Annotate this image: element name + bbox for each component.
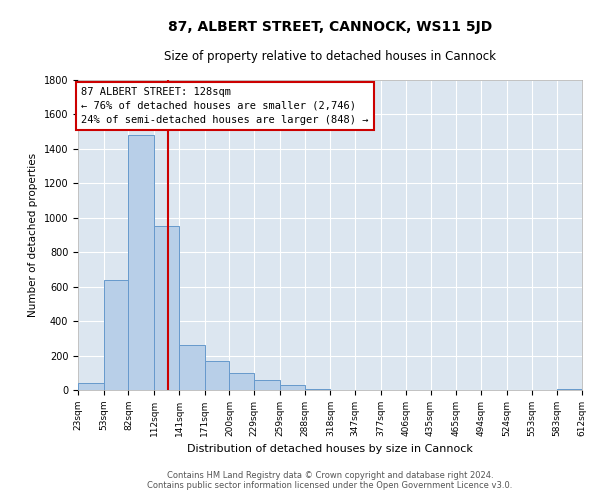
Bar xyxy=(229,373,254,390)
Bar xyxy=(557,389,582,390)
Bar xyxy=(280,385,305,390)
Bar xyxy=(104,280,128,390)
Bar xyxy=(254,380,280,390)
Bar xyxy=(179,345,205,390)
Bar xyxy=(78,383,104,390)
X-axis label: Distribution of detached houses by size in Cannock: Distribution of detached houses by size … xyxy=(187,444,473,454)
Y-axis label: Number of detached properties: Number of detached properties xyxy=(28,153,38,317)
Text: 87, ALBERT STREET, CANNOCK, WS11 5JD: 87, ALBERT STREET, CANNOCK, WS11 5JD xyxy=(168,20,492,34)
Bar xyxy=(154,226,179,390)
Bar xyxy=(128,135,154,390)
Text: 87 ALBERT STREET: 128sqm
← 76% of detached houses are smaller (2,746)
24% of sem: 87 ALBERT STREET: 128sqm ← 76% of detach… xyxy=(82,87,369,125)
Bar xyxy=(305,389,331,390)
Text: Contains HM Land Registry data © Crown copyright and database right 2024.
Contai: Contains HM Land Registry data © Crown c… xyxy=(148,470,512,490)
Text: Size of property relative to detached houses in Cannock: Size of property relative to detached ho… xyxy=(164,50,496,63)
Bar xyxy=(205,360,229,390)
